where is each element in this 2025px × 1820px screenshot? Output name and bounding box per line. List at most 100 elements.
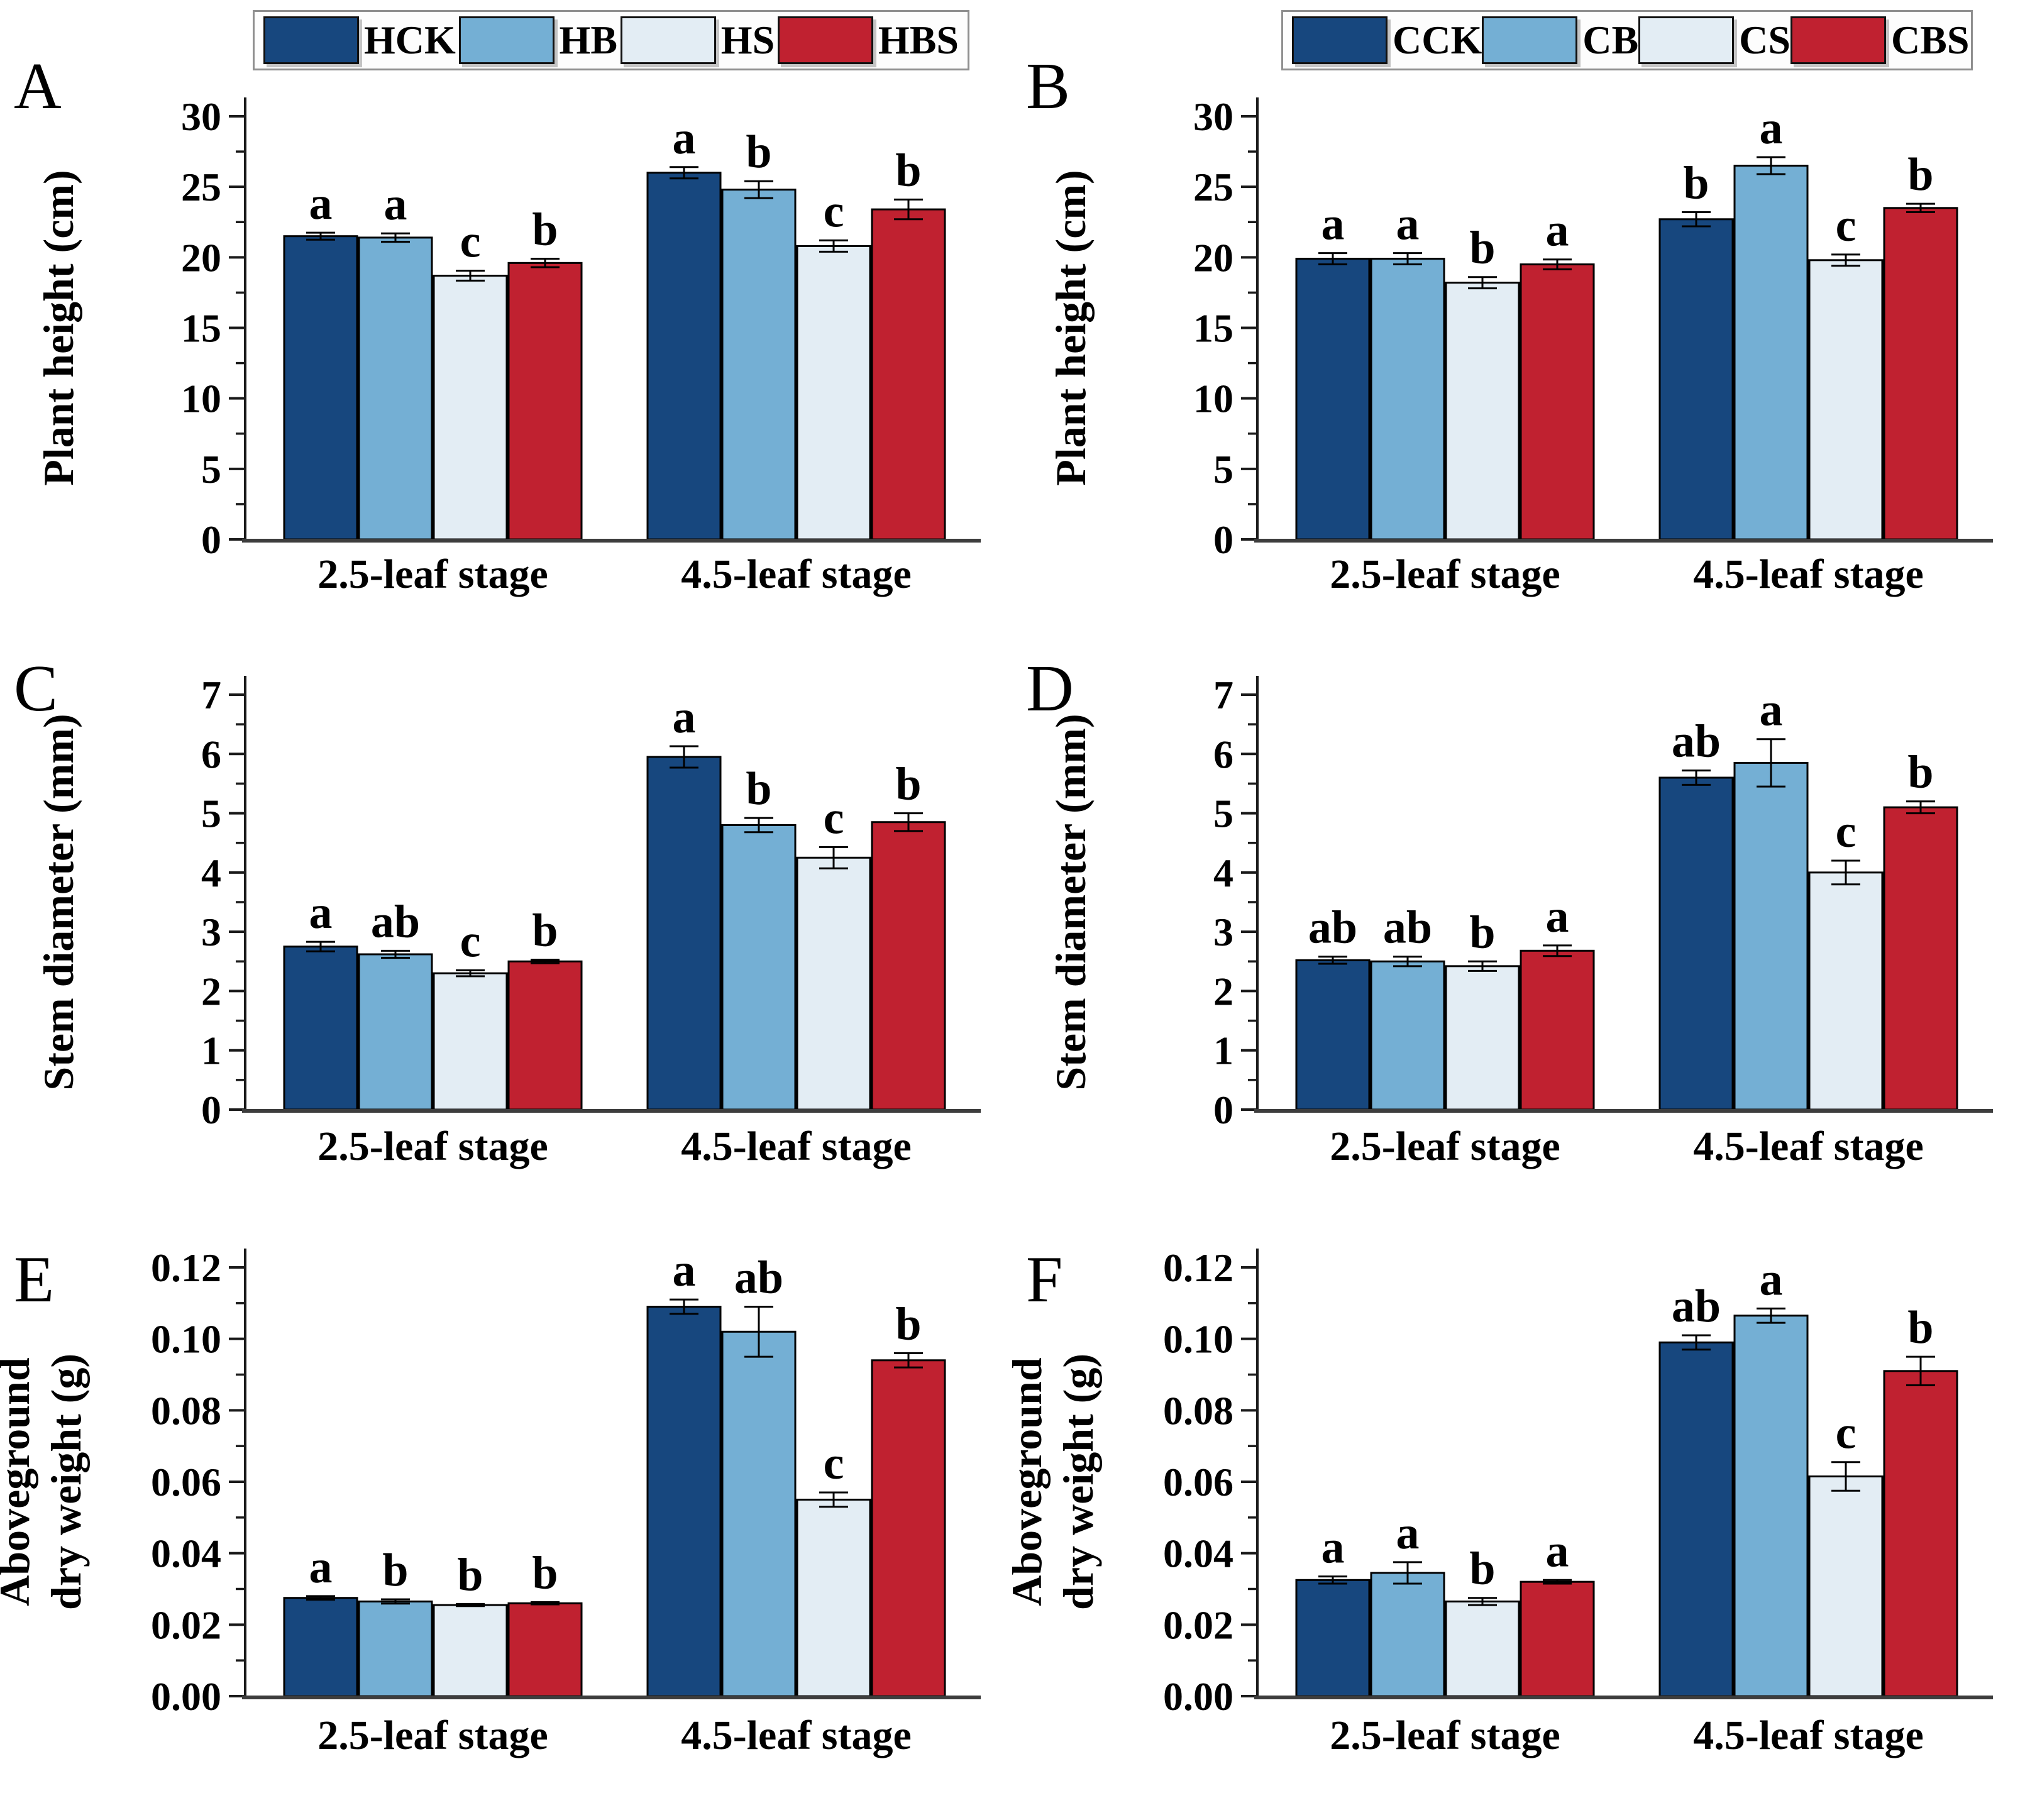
x-category-label: 2.5-leaf stage bbox=[1330, 551, 1560, 597]
bar-CB-1 bbox=[1733, 165, 1809, 541]
bar-CBS-0 bbox=[1520, 1580, 1595, 1697]
bar-CB-0 bbox=[1370, 960, 1445, 1111]
bar-HS-1 bbox=[796, 1498, 871, 1697]
y-tick-label: 0.08 bbox=[151, 1388, 221, 1433]
bar-HB-1 bbox=[721, 824, 797, 1111]
significance-letter: ab bbox=[1308, 902, 1357, 954]
legend-swatch-icon bbox=[1292, 16, 1388, 64]
bar-HBS-0 bbox=[507, 960, 583, 1111]
significance-letter: a bbox=[1760, 102, 1783, 154]
y-axis-label: Plant height (cm) bbox=[35, 170, 82, 485]
significance-letter: b bbox=[895, 1298, 921, 1350]
y-tick-label: 10 bbox=[181, 377, 221, 421]
legend-item-CB: CB bbox=[1482, 16, 1638, 64]
significance-letter: c bbox=[1836, 806, 1857, 858]
y-tick-label: 3 bbox=[1213, 910, 1233, 954]
y-tick-label: 0.06 bbox=[1163, 1460, 1233, 1504]
significance-letter: b bbox=[1469, 223, 1495, 274]
y-tick-label: 4 bbox=[1213, 851, 1233, 895]
panel-c: C Stem diameter (mm) 0 1 2 3 4 5 6 7 a a ab b c c b b 2.5-… bbox=[0, 607, 1012, 1213]
bar-HCK-0 bbox=[283, 235, 358, 541]
x-category-label: 4.5-leaf stage bbox=[1693, 551, 1924, 597]
y-axis-label: Aboveground bbox=[0, 1357, 38, 1606]
chart-dry-weight-c: F Aboveground dry weight (g) 0.00 0.02 0.04 0.… bbox=[1012, 1242, 1993, 1758]
bar-CBS-0 bbox=[1520, 263, 1595, 541]
y-tick-label: 0.06 bbox=[151, 1460, 221, 1504]
significance-letter: b bbox=[746, 763, 771, 815]
x-category-label: 2.5-leaf stage bbox=[317, 1123, 548, 1169]
y-tick-label: 5 bbox=[1213, 791, 1233, 836]
y-tick-label: 0.02 bbox=[151, 1602, 221, 1647]
legend-label: CCK bbox=[1393, 18, 1482, 62]
bar-HB-1 bbox=[721, 189, 797, 541]
panel-b: CCK CB CS CBS B Plant height (cm) 0 5 10 15 20 25 3… bbox=[1012, 0, 2024, 607]
bar-CBS-1 bbox=[1883, 207, 1958, 541]
legend-label: CS bbox=[1739, 18, 1790, 62]
significance-letter: b bbox=[1469, 907, 1495, 958]
x-category-label: 2.5-leaf stage bbox=[1330, 1123, 1560, 1169]
bar-CCK-0 bbox=[1295, 258, 1371, 541]
y-tick-label: 5 bbox=[201, 791, 221, 836]
y-axis-label: Aboveground bbox=[1012, 1357, 1051, 1606]
significance-letter: ab bbox=[1383, 902, 1432, 954]
significance-letter: a bbox=[1546, 1525, 1569, 1577]
y-tick-label: 0.00 bbox=[1163, 1674, 1233, 1719]
bar-CBS-1 bbox=[1883, 1370, 1958, 1697]
legend-swatch-icon bbox=[263, 16, 359, 64]
significance-letter: ab bbox=[1672, 1281, 1721, 1332]
significance-letter: a bbox=[1321, 1522, 1345, 1574]
y-tick-label: 20 bbox=[1193, 235, 1233, 280]
bar-HB-1 bbox=[721, 1330, 797, 1697]
significance-letter: a bbox=[1321, 199, 1345, 250]
y-tick-label: 7 bbox=[201, 673, 221, 717]
y-tick-label: 0 bbox=[201, 1088, 221, 1132]
significance-letter: a bbox=[1546, 205, 1569, 256]
bar-CB-1 bbox=[1733, 1315, 1809, 1697]
panel-letter: F bbox=[1026, 1242, 1062, 1316]
significance-letter: a bbox=[309, 887, 333, 939]
y-tick-label: 4 bbox=[201, 851, 221, 895]
significance-letter: b bbox=[1469, 1543, 1495, 1595]
significance-letter: a bbox=[673, 113, 696, 164]
y-tick-label: 5 bbox=[1213, 447, 1233, 492]
y-tick-label: 0 bbox=[1213, 1088, 1233, 1132]
legend-label: CBS bbox=[1890, 18, 1970, 62]
legend-label: HBS bbox=[878, 18, 959, 62]
y-axis-label: dry weight (g) bbox=[1054, 1354, 1102, 1610]
panel-f: F Aboveground dry weight (g) 0.00 0.02 0.04 0.… bbox=[1012, 1213, 2024, 1820]
significance-letter: c bbox=[824, 1438, 844, 1489]
y-tick-label: 3 bbox=[201, 910, 221, 954]
y-tick-label: 0.10 bbox=[1163, 1317, 1233, 1362]
y-tick-label: 0 bbox=[201, 517, 221, 562]
significance-letter: a bbox=[309, 178, 333, 229]
significance-letter: a bbox=[673, 692, 696, 743]
bar-CCK-1 bbox=[1658, 1341, 1734, 1697]
panel-letter: B bbox=[1026, 49, 1070, 123]
legend-swatch-icon bbox=[1482, 16, 1578, 64]
significance-letter: c bbox=[1836, 1408, 1857, 1459]
y-tick-label: 6 bbox=[201, 732, 221, 776]
y-tick-label: 15 bbox=[181, 306, 221, 351]
bar-CBS-1 bbox=[1883, 806, 1958, 1111]
panel-d: D Stem diameter (mm) 0 1 2 3 4 5 6 7 ab ab ab a b c a b 2.… bbox=[1012, 607, 2024, 1213]
y-tick-label: 0.04 bbox=[151, 1531, 221, 1576]
x-category-label: 2.5-leaf stage bbox=[1330, 1712, 1560, 1758]
significance-letter: c bbox=[824, 185, 844, 237]
bar-CCK-0 bbox=[1295, 1579, 1371, 1697]
chart-dry-weight-h: E Aboveground dry weight (g) 0.00 0.02 0.04 0.… bbox=[0, 1242, 981, 1758]
legend-item-HBS: HBS bbox=[777, 16, 959, 64]
significance-letter: b bbox=[532, 1548, 558, 1599]
significance-letter: a bbox=[1546, 891, 1569, 942]
panel-e: E Aboveground dry weight (g) 0.00 0.02 0.04 0.… bbox=[0, 1213, 1012, 1820]
significance-letter: a bbox=[1760, 685, 1783, 736]
bar-CCK-1 bbox=[1658, 218, 1734, 541]
y-tick-label: 6 bbox=[1213, 732, 1233, 776]
y-tick-label: 30 bbox=[181, 94, 221, 139]
legend-label: HB bbox=[559, 18, 618, 62]
panel-letter: A bbox=[14, 49, 62, 123]
y-axis-label: dry weight (g) bbox=[42, 1354, 90, 1610]
y-tick-label: 0.00 bbox=[151, 1674, 221, 1719]
significance-letter: a bbox=[1396, 199, 1420, 250]
bar-CCK-0 bbox=[1295, 959, 1371, 1111]
